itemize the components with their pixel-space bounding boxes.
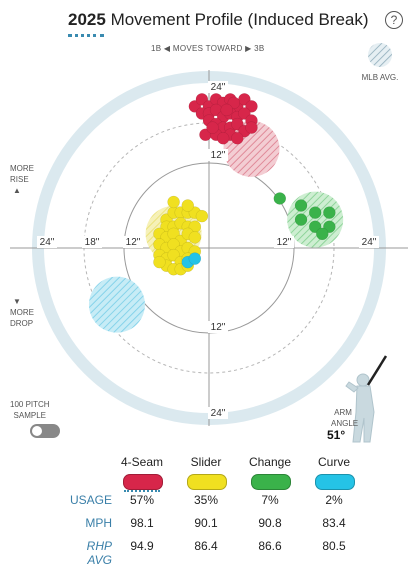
more-drop-label: ▼ MORE DROP [10, 296, 34, 329]
row-label-usage: USAGE [69, 493, 112, 507]
tick-bottom-12: 12" [211, 322, 226, 333]
mlb-avg-label: MLB AVG. [362, 73, 399, 82]
change-pitch-point [273, 192, 287, 205]
tick-label-bg [82, 236, 102, 248]
pitch-stats-table: 4-Seam Slider Change Curve USAGE 57% 35% 7% 2% MP… [0, 454, 415, 567]
pitch-name-slider[interactable]: Slider [190, 455, 222, 469]
more-rise-line2: RISE [10, 175, 29, 184]
slider-pitch-point [181, 199, 195, 212]
title-underline [68, 34, 104, 37]
direction-right: 3B [254, 44, 265, 53]
selected-pitch-indicator [124, 490, 160, 492]
4-seam-pitch-point [216, 132, 230, 145]
change-pitch-point [294, 213, 308, 226]
change-pitch-point [323, 206, 336, 219]
slider-pitch-point [167, 195, 180, 209]
pitch-points [153, 93, 336, 276]
direction-indicator: 1B ◀ MOVES TOWARD ▶ 3B [151, 44, 265, 53]
usage-value-curve: 2% [325, 493, 343, 507]
pitch-name-4-seam[interactable]: 4-Seam [120, 455, 164, 469]
arrow-down-icon: ▼ [13, 297, 21, 306]
more-drop-line2: DROP [10, 319, 34, 328]
row-label-rhp-avg: RHP AVG [86, 539, 112, 567]
rhp-avg-value-slider: 86.4 [194, 539, 218, 553]
change-pitch-point [294, 199, 308, 212]
sample-line1: 100 PITCH [10, 400, 50, 409]
pitch-name-curve[interactable]: Curve [317, 455, 350, 469]
tick-label-bg [274, 236, 294, 248]
axis-tick-labels: 24" 12" 12" 24" 24" 18" 12" 12" 24" [37, 81, 379, 419]
4-seam-pitch-point [231, 132, 244, 145]
tick-label-bg [208, 149, 228, 161]
mph-value-change: 90.8 [258, 516, 282, 530]
slider-pitch-point [188, 231, 202, 244]
pitch-name-change[interactable]: Change [248, 455, 292, 469]
rhp-avg-value-change: 86.6 [258, 539, 282, 553]
pitch-color-chip-change[interactable] [251, 474, 291, 490]
page-title: 2025 Movement Profile (Induced Break) [68, 10, 369, 30]
rhp-avg-value-4-seam: 94.9 [130, 539, 154, 553]
tick-label-bg [208, 407, 228, 419]
help-icon[interactable]: ? [385, 11, 403, 29]
tick-label-bg [208, 81, 228, 93]
arm-angle-line1: ARM [334, 408, 352, 417]
pitch-color-chip-curve[interactable] [315, 474, 355, 490]
row-label-mph: MPH [85, 516, 112, 530]
tick-label-bg [37, 236, 57, 248]
change-pitch-point [308, 206, 322, 219]
pitcher-arm-angle-icon [345, 355, 388, 443]
tick-label-bg [123, 236, 143, 248]
sample-line2: SAMPLE [13, 411, 47, 420]
tick-left-12: 12" [126, 237, 141, 248]
rhp-avg-value-curve: 80.5 [322, 539, 346, 553]
arm-angle-line2: ANGLE [331, 419, 359, 428]
direction-center: MOVES TOWARD [172, 44, 243, 53]
arrow-left-icon: ◀ [163, 44, 171, 53]
pitch-color-chip-slider[interactable] [187, 474, 227, 490]
arrow-right-icon: ▶ [245, 44, 252, 53]
4-seam-pitch-point [220, 103, 233, 117]
curve-pitch-point [188, 252, 202, 265]
usage-value-slider: 35% [193, 493, 219, 507]
arm-angle-label: ARM ANGLE [331, 407, 359, 429]
change-pitch-point [316, 227, 329, 241]
more-drop-line1: MORE [10, 308, 34, 317]
curve-mlb-avg-zone [88, 276, 145, 333]
tick-right-12: 12" [277, 237, 292, 248]
tick-left-24: 24" [40, 237, 55, 248]
usage-value-4-seam: 57% [129, 493, 155, 507]
mph-value-slider: 90.1 [194, 516, 218, 530]
title-year: 2025 [68, 10, 106, 29]
more-rise-label: MORE RISE ▲ [10, 163, 34, 196]
mlb-avg-swatch-icon [368, 43, 392, 67]
tick-bottom-24: 24" [211, 408, 226, 419]
more-rise-line1: MORE [10, 164, 34, 173]
arm-angle-value: 51° [327, 428, 346, 442]
tick-left-18: 18" [85, 237, 100, 248]
movement-chart: 24" 12" 12" 24" 24" 18" 12" 12" 24" MLB AVG. [10, 43, 408, 426]
tick-label-bg [208, 321, 228, 333]
4-seam-pitch-point [245, 121, 258, 134]
mph-value-4-seam: 98.1 [130, 516, 154, 530]
tick-top-12: 12" [211, 150, 226, 161]
title-text: Movement Profile (Induced Break) [110, 10, 369, 29]
direction-left: 1B [151, 44, 162, 53]
mph-value-curve: 83.4 [322, 516, 346, 530]
tick-top-24: 24" [211, 82, 226, 93]
slider-pitch-point [195, 209, 209, 223]
usage-value-change: 7% [261, 493, 279, 507]
pitch-color-chip-4-seam[interactable] [123, 474, 163, 490]
arrow-up-icon: ▲ [13, 186, 21, 195]
slider-pitch-point [153, 255, 166, 269]
4-seam-pitch-point [206, 121, 219, 134]
pitch-sample-label: 100 PITCH SAMPLE [10, 399, 50, 421]
tick-right-24: 24" [362, 237, 377, 248]
tick-label-bg [359, 236, 379, 248]
toggle-knob [32, 426, 42, 436]
